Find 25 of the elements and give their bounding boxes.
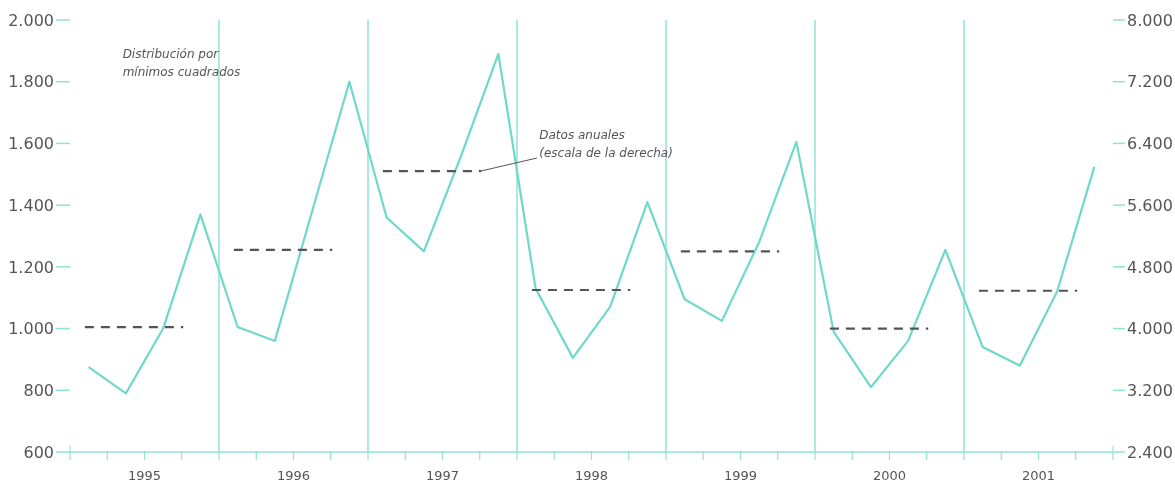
y-tick-label: 2.000: [8, 10, 54, 30]
y2-tick-label: 5.600: [1127, 195, 1173, 215]
x-tick-label: 2001: [1021, 468, 1056, 483]
annotation: Distribución por mínimos cuadrados: [122, 46, 241, 81]
y-tick-label: 1.800: [8, 72, 54, 92]
annotation: Datos anuales (escala de la derecha): [539, 127, 673, 163]
y-tick-label: 1.400: [8, 195, 54, 215]
y-tick-label: 1.200: [8, 257, 54, 277]
y2-tick-label: 4.000: [1127, 319, 1173, 339]
x-tick-label: 2000: [872, 468, 907, 483]
x-tick-label: 1997: [425, 468, 460, 483]
y2-tick-label: 3.200: [1127, 380, 1173, 400]
y2-tick-label: 7.200: [1127, 72, 1173, 92]
y-tick-label: 1.000: [8, 319, 54, 339]
y2-tick-label: 2.400: [1127, 442, 1173, 462]
x-tick-label: 1998: [574, 468, 609, 483]
y2-tick-label: 6.400: [1127, 134, 1173, 154]
y-tick-label: 800: [23, 380, 54, 400]
y2-tick-label: 8.000: [1127, 10, 1173, 30]
x-tick-label: 1995: [127, 468, 162, 483]
y2-tick-label: 4.800: [1127, 257, 1173, 277]
y-tick-label: 600: [23, 442, 54, 462]
y-tick-label: 1.600: [8, 134, 54, 154]
x-tick-label: 1999: [723, 468, 758, 483]
x-tick-label: 1996: [276, 468, 311, 483]
